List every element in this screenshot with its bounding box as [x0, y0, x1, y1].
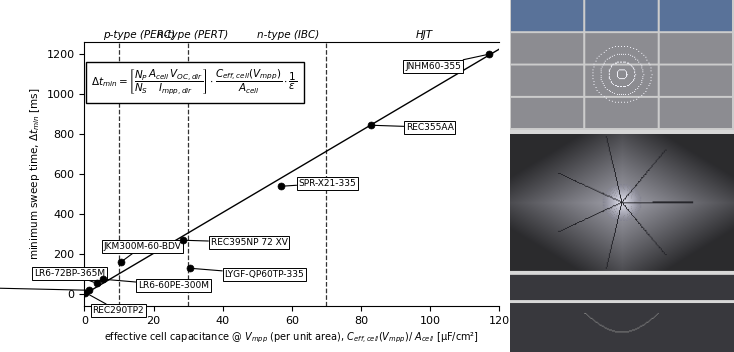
X-axis label: effective cell capacitance @ $V_{mpp}$ (per unit area), $C_{eff,cell}(V_{mpp})$/: effective cell capacitance @ $V_{mpp}$ (… — [104, 330, 479, 345]
Text: LR6-60PE-300M: LR6-60PE-300M — [106, 279, 209, 290]
Text: LR6-72BP-365M: LR6-72BP-365M — [34, 269, 106, 282]
Text: SPR-X21-335: SPR-X21-335 — [284, 179, 357, 188]
Text: JKM300M-60-BDV: JKM300M-60-BDV — [103, 242, 181, 260]
Text: REC395NP 72 XV: REC395NP 72 XV — [186, 238, 288, 247]
Text: LYGF-QP60TP-335: LYGF-QP60TP-335 — [192, 269, 304, 279]
Text: p-type (PERC): p-type (PERC) — [103, 30, 175, 40]
Text: JKM270PP-60: JKM270PP-60 — [0, 283, 86, 292]
Text: $\Delta t_{min} = \left[\dfrac{N_P}{N_S}\dfrac{A_{cell}\,V_{OC,dir}}{I_{mpp,dir}: $\Delta t_{min} = \left[\dfrac{N_P}{N_S}… — [91, 68, 298, 97]
Text: REC355AA: REC355AA — [374, 123, 454, 132]
Y-axis label: minimum sweep time, $\Delta t_{min}$ [ms]: minimum sweep time, $\Delta t_{min}$ [ms… — [29, 88, 43, 260]
Text: n-type (IBC): n-type (IBC) — [257, 30, 319, 40]
Text: JNHM60-355: JNHM60-355 — [405, 55, 486, 71]
Text: HJT: HJT — [416, 30, 433, 40]
Text: REC290TP2: REC290TP2 — [88, 294, 144, 315]
Text: n-type (PERT): n-type (PERT) — [157, 30, 228, 40]
